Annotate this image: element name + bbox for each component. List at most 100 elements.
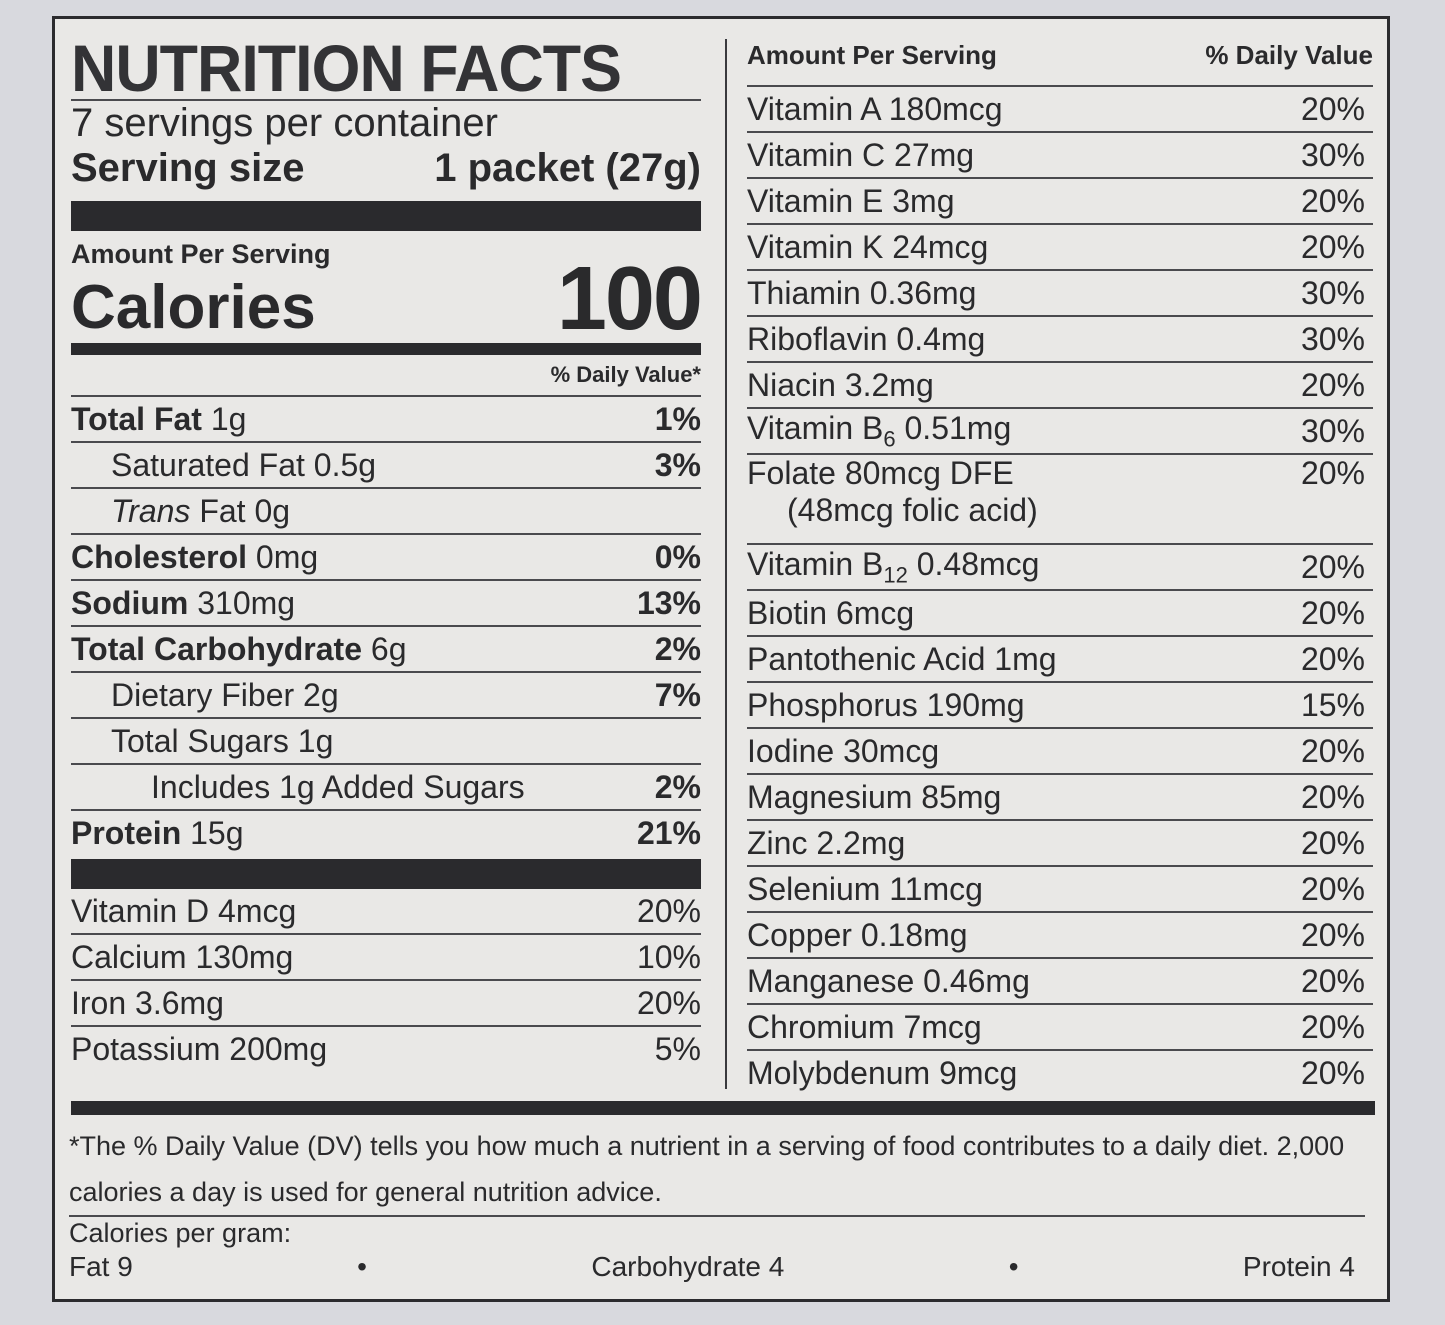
nutrient-name: Vitamin E 3mg	[747, 182, 955, 219]
nutrient-name: Zinc 2.2mg	[747, 824, 906, 861]
vitamin-row: Vitamin K 24mcg 20%	[747, 225, 1373, 271]
macro-row: Total Fat 1g 1%	[71, 395, 701, 441]
thick-divider	[71, 201, 701, 231]
nutrient-name: Vitamin D 4mcg	[71, 892, 297, 929]
right-header-amount: Amount Per Serving	[747, 40, 997, 70]
daily-value-percent: 13%	[636, 584, 701, 621]
daily-value-percent: 20%	[1300, 182, 1365, 219]
nutrient-name: Sodium 310mg	[71, 584, 296, 621]
subscript: 6	[883, 426, 896, 452]
nutrient-name: Potassium 200mg	[71, 1030, 328, 1067]
macro-row: Saturated Fat 0.5g 3%	[71, 441, 701, 487]
nutrient-name: Vitamin B6 0.51mg	[747, 409, 1012, 452]
daily-value-percent: 30%	[1300, 274, 1365, 311]
daily-value-percent: 7%	[654, 676, 701, 713]
daily-value-percent: 2%	[654, 630, 701, 667]
vitamin-row: Iodine 30mcg 20%	[747, 729, 1373, 775]
daily-value-percent: 20%	[1300, 824, 1365, 861]
nutrient-name: Includes 1g Added Sugars	[151, 768, 525, 805]
daily-value-percent: 20%	[1300, 732, 1365, 769]
macros-list: Total Fat 1g 1% Saturated Fat 0.5g 3% Trans …	[71, 395, 701, 855]
daily-value-percent: 2%	[654, 768, 701, 805]
nutrient-name: Vitamin C 27mg	[747, 136, 975, 173]
serving-size: Serving size 1 packet (27g)	[71, 145, 701, 191]
nutrient-subtext: (48mcg folic acid)	[787, 492, 1038, 528]
macro-row: Dietary Fiber 2g 7%	[71, 671, 701, 717]
nutrient-name: Vitamin K 24mcg	[747, 228, 989, 265]
macro-row: Protein 15g 21%	[71, 809, 701, 855]
vitamin-row: Vitamin C 27mg 30%	[747, 133, 1373, 179]
amount-per-serving: Amount Per Serving	[71, 239, 331, 269]
calories-label: Calories	[71, 273, 316, 342]
nutrient-name: Total Carbohydrate 6g	[71, 630, 407, 667]
daily-value-percent: 30%	[1300, 320, 1365, 357]
vitamin-row: Magnesium 85mg 20%	[747, 775, 1373, 821]
vitamin-row: Zinc 2.2mg 20%	[747, 821, 1373, 867]
nutrient-name: Phosphorus 190mg	[747, 686, 1025, 723]
mineral-row: Calcium 130mg 10%	[71, 933, 701, 979]
daily-value-percent: 20%	[636, 892, 701, 929]
protein-per-gram: Protein 4	[1242, 1251, 1355, 1282]
vitamin-row: Vitamin B6 0.51mg 30%	[747, 409, 1373, 455]
nutrient-name: Iodine 30mcg	[747, 732, 940, 769]
nutrient-name: Dietary Fiber 2g	[111, 676, 339, 713]
nutrient-bold: Protein	[71, 814, 182, 851]
nutrient-name: Trans Fat 0g	[111, 492, 291, 529]
nutrient-name: Manganese 0.46mg	[747, 962, 1030, 999]
nutrient-name: Copper 0.18mg	[747, 916, 968, 953]
subscript: 12	[883, 562, 908, 588]
vitamins-list: Vitamin A 180mcg 20% Vitamin C 27mg 30% Vita…	[747, 87, 1373, 1095]
macro-row: Total Carbohydrate 6g 2%	[71, 625, 701, 671]
macro-row: Cholesterol 0mg 0%	[71, 533, 701, 579]
right-column: Amount Per Serving % Daily Value Vitamin…	[747, 37, 1373, 1095]
vitamin-row: Chromium 7mcg 20%	[747, 1005, 1373, 1051]
nutrient-name: Protein 15g	[71, 814, 244, 851]
nutrient-name: Iron 3.6mg	[71, 984, 224, 1021]
vitamin-row: Molybdenum 9mcg 20%	[747, 1051, 1373, 1095]
right-header: Amount Per Serving % Daily Value	[747, 37, 1373, 87]
left-column: NUTRITION FACTS 7 servings per container…	[71, 35, 703, 1071]
fat-per-gram: Fat 9	[69, 1251, 133, 1282]
calories-per-gram-row: Fat 9 • Carbohydrate 4 • Protein 4	[69, 1251, 1355, 1283]
daily-value-percent: 20%	[1300, 455, 1365, 491]
nutrient-name: Total Sugars 1g	[111, 722, 334, 759]
nutrient-name: Cholesterol 0mg	[71, 538, 319, 575]
mineral-row: Potassium 200mg 5%	[71, 1025, 701, 1071]
daily-value-percent: 20%	[1300, 778, 1365, 815]
nutrient-name: Riboflavin 0.4mg	[747, 320, 986, 357]
mineral-row: Vitamin D 4mcg 20%	[71, 889, 701, 933]
macro-row: Includes 1g Added Sugars 2%	[71, 763, 701, 809]
daily-value-percent: 30%	[1300, 136, 1365, 173]
bullet: •	[1008, 1251, 1019, 1282]
macro-row: Sodium 310mg 13%	[71, 579, 701, 625]
nutrient-bold: Total Carbohydrate	[71, 630, 362, 667]
servings-per-container: 7 servings per container	[71, 101, 498, 145]
nutrient-name: Thiamin 0.36mg	[747, 274, 977, 311]
serving-size-value: 1 packet (27g)	[434, 146, 701, 190]
daily-value-percent: 20%	[1300, 366, 1365, 403]
calories-per-gram-label: Calories per gram:	[69, 1218, 292, 1248]
vitamin-row: Vitamin B12 0.48mcg 20%	[747, 545, 1373, 591]
nutrient-name: Pantothenic Acid 1mg	[747, 640, 1057, 677]
daily-value-percent: 10%	[636, 938, 701, 975]
nutrient-name: Niacin 3.2mg	[747, 366, 934, 403]
daily-value-percent: 20%	[636, 984, 701, 1021]
nutrient-name: Biotin 6mcg	[747, 594, 915, 631]
daily-value-percent: 5%	[654, 1030, 701, 1067]
macro-row: Trans Fat 0g	[71, 487, 701, 533]
thick-divider	[71, 859, 701, 889]
nutrient-name: Chromium 7mcg	[747, 1008, 982, 1045]
vitamin-row: Thiamin 0.36mg 30%	[747, 271, 1373, 317]
daily-value-percent: 20%	[1300, 594, 1365, 631]
minerals-list: Vitamin D 4mcg 20% Calcium 130mg 10% Iron 3.…	[71, 889, 701, 1071]
daily-value-percent: 0%	[654, 538, 701, 575]
calories-value: 100	[556, 249, 703, 349]
right-header-dv: % Daily Value	[1205, 40, 1373, 70]
daily-value-percent: 20%	[1300, 916, 1365, 953]
nutrient-name: Saturated Fat 0.5g	[111, 446, 377, 483]
footnote: *The % Daily Value (DV) tells you how mu…	[69, 1131, 1345, 1207]
daily-value-header: % Daily Value*	[550, 362, 701, 387]
nutrient-name: Magnesium 85mg	[747, 778, 1002, 815]
mineral-row: Iron 3.6mg 20%	[71, 979, 701, 1025]
vitamin-row: Niacin 3.2mg 20%	[747, 363, 1373, 409]
